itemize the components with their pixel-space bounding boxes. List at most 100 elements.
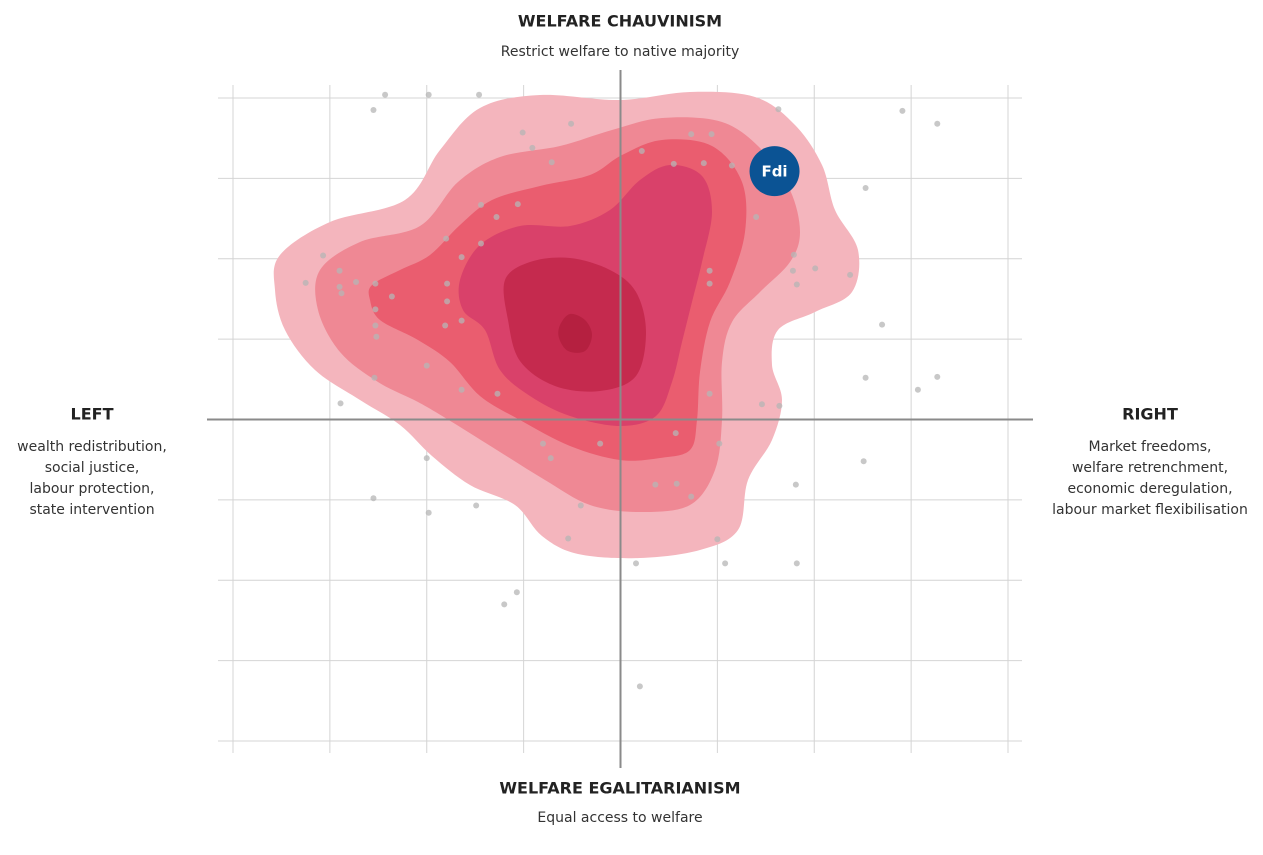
point bbox=[513, 589, 520, 596]
point bbox=[353, 279, 360, 286]
point bbox=[336, 267, 343, 274]
point bbox=[790, 251, 797, 258]
point bbox=[519, 129, 526, 136]
point bbox=[753, 213, 760, 220]
point bbox=[672, 430, 679, 437]
right-description: welfare retrenchment, bbox=[1072, 460, 1228, 476]
right-description: labour market flexibilisation bbox=[1052, 502, 1248, 518]
point bbox=[673, 480, 680, 487]
point bbox=[899, 107, 906, 114]
point bbox=[478, 201, 484, 208]
left-description: social justice, bbox=[45, 460, 140, 476]
axes bbox=[207, 70, 1033, 768]
point bbox=[458, 317, 465, 324]
bottom-title: WELFARE EGALITARIANISM bbox=[499, 779, 740, 798]
point bbox=[706, 280, 713, 287]
point bbox=[688, 493, 695, 500]
point bbox=[565, 535, 572, 542]
density-contours bbox=[273, 91, 860, 559]
point bbox=[812, 265, 819, 272]
point bbox=[444, 298, 451, 305]
point bbox=[633, 560, 639, 567]
point bbox=[792, 481, 799, 488]
point bbox=[372, 306, 379, 313]
point bbox=[636, 683, 643, 690]
point bbox=[722, 560, 729, 567]
point bbox=[793, 281, 800, 288]
point bbox=[373, 333, 380, 340]
point bbox=[425, 509, 432, 516]
point bbox=[478, 240, 484, 247]
top-subtitle: Restrict welfare to native majority bbox=[501, 44, 740, 60]
point bbox=[371, 374, 378, 381]
point bbox=[879, 321, 886, 328]
point bbox=[793, 560, 800, 567]
highlight-point bbox=[749, 146, 800, 197]
point bbox=[423, 362, 430, 369]
point bbox=[458, 254, 465, 261]
right-description: Market freedoms, bbox=[1088, 439, 1211, 455]
point bbox=[670, 160, 677, 167]
point bbox=[568, 120, 575, 127]
point bbox=[934, 373, 941, 380]
point bbox=[372, 322, 379, 329]
point bbox=[372, 280, 379, 287]
point bbox=[501, 601, 508, 608]
point bbox=[388, 293, 395, 300]
point bbox=[473, 502, 480, 509]
point bbox=[577, 502, 584, 509]
point bbox=[638, 148, 645, 155]
point bbox=[494, 390, 501, 397]
contour bbox=[558, 313, 592, 353]
point bbox=[423, 455, 430, 462]
point bbox=[370, 107, 377, 114]
point bbox=[700, 160, 707, 167]
left-description: wealth redistribution, bbox=[17, 439, 167, 455]
left-description: labour protection, bbox=[30, 481, 155, 497]
point bbox=[425, 91, 432, 98]
point bbox=[444, 280, 451, 287]
point bbox=[789, 267, 796, 274]
point bbox=[688, 131, 695, 138]
point bbox=[708, 131, 715, 138]
left-description: state intervention bbox=[29, 502, 154, 518]
point bbox=[547, 455, 554, 462]
point bbox=[493, 213, 500, 220]
point bbox=[458, 386, 465, 393]
point bbox=[758, 401, 765, 408]
point bbox=[320, 252, 327, 259]
point bbox=[442, 322, 449, 329]
point bbox=[716, 440, 723, 447]
point bbox=[775, 106, 782, 113]
left-title: LEFT bbox=[71, 405, 114, 424]
point bbox=[382, 91, 389, 98]
point bbox=[514, 201, 521, 208]
point bbox=[728, 162, 735, 169]
point bbox=[914, 386, 921, 393]
point bbox=[847, 271, 854, 278]
point bbox=[706, 390, 713, 397]
point bbox=[776, 402, 783, 409]
point bbox=[862, 374, 869, 381]
point bbox=[302, 279, 309, 286]
point bbox=[860, 458, 867, 465]
point bbox=[714, 536, 721, 543]
point bbox=[338, 290, 345, 297]
right-title: RIGHT bbox=[1122, 405, 1178, 424]
point bbox=[548, 159, 555, 166]
point bbox=[540, 440, 546, 447]
point bbox=[652, 481, 659, 488]
highlight-label: Fdi bbox=[761, 163, 787, 181]
right-description: economic deregulation, bbox=[1067, 481, 1232, 497]
bottom-subtitle: Equal access to welfare bbox=[537, 810, 702, 826]
point bbox=[934, 120, 941, 127]
point bbox=[443, 235, 450, 242]
point bbox=[529, 144, 536, 151]
point bbox=[336, 283, 343, 290]
point bbox=[337, 400, 344, 407]
point bbox=[706, 267, 713, 274]
points: Fdi bbox=[302, 91, 941, 690]
point bbox=[476, 91, 483, 98]
top-title: WELFARE CHAUVINISM bbox=[518, 12, 722, 31]
